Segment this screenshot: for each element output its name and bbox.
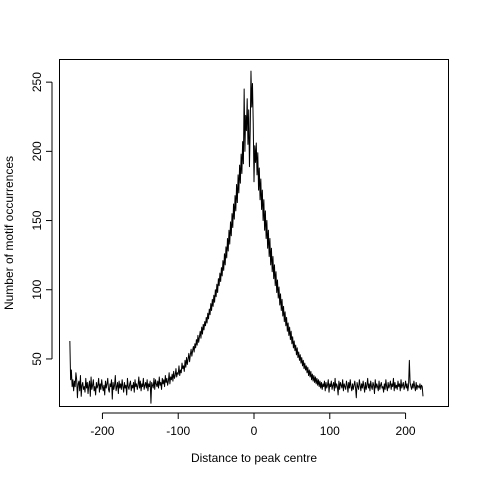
y-tick-label: 50 [30, 352, 44, 366]
y-axis-title: Number of motif occurrences [2, 156, 16, 310]
y-axis: 50 100 150 200 250 [30, 72, 53, 366]
x-tick-label: 200 [396, 424, 416, 438]
y-tick-label: 200 [30, 141, 44, 161]
x-tick-label: -200 [90, 424, 114, 438]
x-tick-label: 0 [251, 424, 258, 438]
y-tick-label: 250 [30, 72, 44, 92]
x-axis: -200 -100 0 100 200 [90, 412, 416, 438]
x-tick-label: -100 [166, 424, 190, 438]
x-axis-title: Distance to peak centre [191, 451, 317, 465]
x-tick-label: 100 [320, 424, 340, 438]
motif-occurrence-line [69, 70, 424, 404]
y-tick-label: 150 [30, 210, 44, 230]
y-tick-label: 100 [30, 279, 44, 299]
plot-frame [59, 59, 449, 407]
